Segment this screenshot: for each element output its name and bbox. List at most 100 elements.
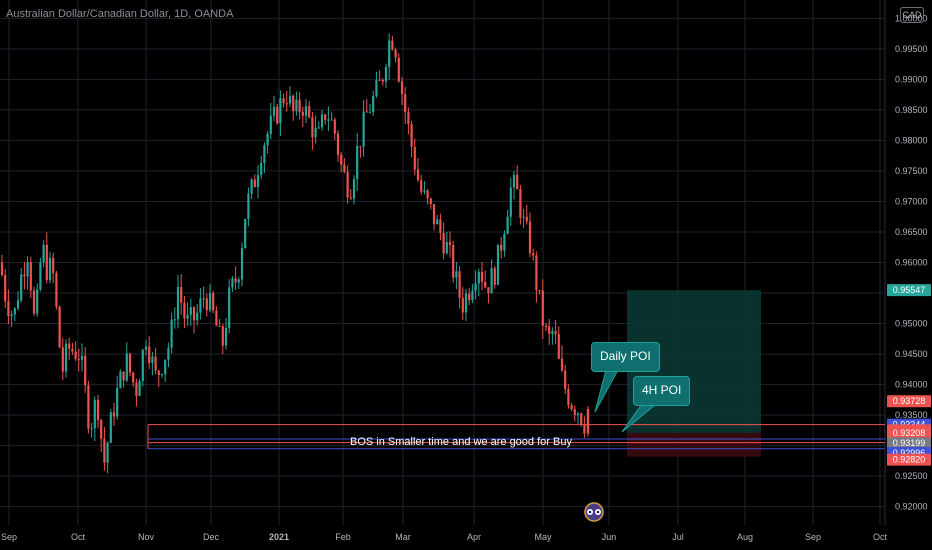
candle-body: [394, 49, 397, 58]
candle-body: [26, 262, 29, 277]
candle-body: [266, 133, 269, 146]
candle-body: [301, 111, 304, 116]
candle-body: [484, 281, 487, 288]
candle-body: [250, 179, 253, 194]
candle-body: [80, 355, 84, 360]
position-zones: [627, 290, 761, 457]
time-tick-label: Jul: [672, 532, 684, 542]
candle-body: [304, 106, 308, 116]
candle-body: [125, 353, 128, 381]
candle-body: [570, 405, 573, 410]
price-tick-label: 0.93500: [895, 410, 928, 420]
candle-body: [36, 289, 39, 314]
candle-body: [448, 242, 452, 246]
candle-body: [324, 114, 327, 120]
candle-body: [10, 314, 13, 317]
candle-body: [506, 216, 509, 234]
candle-body: [455, 271, 458, 278]
candle-body: [496, 244, 500, 285]
candle-body: [144, 346, 148, 350]
candle-body: [119, 371, 122, 389]
candle-body: [0, 262, 4, 275]
candle-body: [218, 325, 221, 327]
price-tag: [887, 284, 931, 297]
time-tick-label: Apr: [467, 532, 481, 542]
candle-body: [234, 278, 237, 283]
candle-body: [141, 349, 144, 381]
candle-body: [237, 279, 240, 283]
candle-body: [164, 359, 167, 375]
candle-body: [61, 347, 64, 372]
price-tag-label: 0.93199: [893, 438, 926, 448]
time-tick-label: Dec: [203, 532, 220, 542]
candle-body: [74, 351, 77, 360]
candle-body: [365, 111, 368, 113]
currency-badge[interactable]: CAD: [900, 7, 924, 23]
candle-body: [551, 331, 554, 334]
candle-body: [362, 111, 365, 147]
candle-body: [528, 221, 532, 254]
candle-body: [256, 175, 260, 188]
candle-body: [308, 106, 311, 118]
price-tag-label: 0.93208: [893, 428, 926, 438]
candle-body: [269, 115, 272, 134]
candle-body: [474, 283, 477, 291]
time-tick-label: 2021: [269, 532, 289, 542]
time-tick-label: Aug: [737, 532, 753, 542]
candle-body: [352, 179, 356, 199]
price-tag-label: 0.93728: [893, 396, 926, 406]
candle-body: [583, 424, 586, 434]
candle-body: [509, 187, 512, 217]
candle-body: [167, 347, 170, 360]
candle-body: [183, 302, 186, 319]
time-tick-label: Oct: [873, 532, 888, 542]
candle-body: [199, 298, 202, 313]
candle-body: [4, 274, 7, 302]
candle-body: [103, 438, 106, 463]
candle-body: [426, 190, 429, 199]
price-axis[interactable]: 0.920000.925000.930000.935000.940000.945…: [887, 13, 931, 512]
candle-body: [464, 293, 468, 313]
candle-body: [340, 154, 343, 165]
price-tick-label: 0.97500: [895, 166, 928, 176]
candle-body: [58, 306, 61, 348]
candle-body: [208, 293, 212, 311]
candle-body: [314, 127, 317, 138]
candle-body: [39, 262, 42, 290]
candle-body: [346, 172, 349, 198]
candle-body: [359, 146, 362, 148]
price-tag-label: 0.92820: [893, 455, 926, 465]
candle-body: [215, 310, 218, 326]
daily-poi-label[interactable]: Daily POI: [591, 342, 660, 372]
candle-body: [567, 389, 570, 406]
chart-title: Australian Dollar/Canadian Dollar, 1D, O…: [6, 8, 234, 20]
candle-body: [87, 385, 90, 429]
candle-body: [452, 245, 455, 278]
price-tick-label: 0.98500: [895, 105, 928, 115]
candle-body: [292, 95, 295, 112]
candle-body: [221, 326, 224, 346]
candle-body: [77, 359, 80, 361]
candle-body: [586, 409, 590, 434]
4h-poi-label[interactable]: 4H POI: [633, 376, 691, 406]
candle-body: [205, 298, 208, 311]
candle-body: [106, 442, 109, 463]
candle-body: [247, 193, 250, 219]
candle-body: [554, 331, 557, 335]
bos-annotation[interactable]: BOS in Smaller time and we are good for …: [350, 436, 572, 448]
candle-body: [151, 356, 154, 363]
time-axis[interactable]: Sep Oct Nov Dec 2021 Feb Mar Apr May Jun Jul Aug Sep…: [1, 532, 888, 542]
candle-body: [157, 370, 160, 376]
candle-body: [336, 133, 340, 155]
candle-body: [573, 409, 576, 415]
candle-body: [436, 219, 439, 225]
candle-body: [112, 412, 116, 417]
tradingview-logo-icon[interactable]: [581, 502, 607, 522]
price-tag-label: 0.92996: [893, 448, 926, 458]
candle-body: [564, 370, 567, 390]
candle-body: [490, 268, 493, 294]
candle-body: [100, 419, 103, 439]
candle-body: [432, 204, 436, 225]
candle-body: [295, 99, 298, 112]
